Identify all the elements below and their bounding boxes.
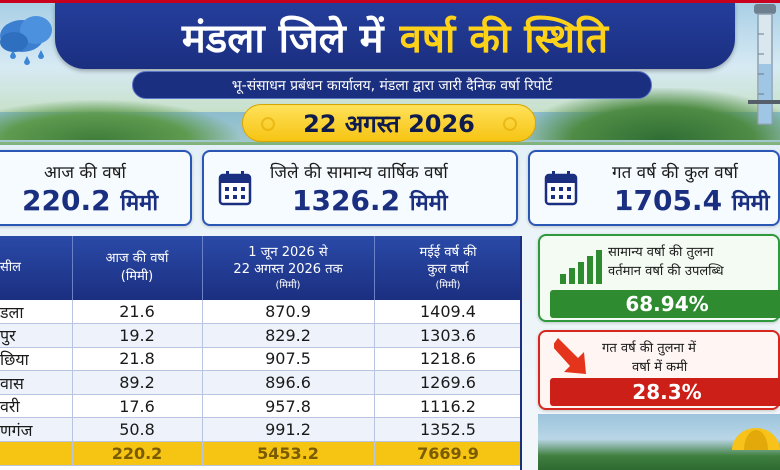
report-subtitle: भू-संसाधन प्रबंधन कार्यालय, मंडला द्वारा… [132, 71, 652, 99]
since-june-rain: 896.6 [202, 370, 375, 395]
total-today: 220.2 [72, 441, 203, 466]
title-main: मंडला जिले में [181, 15, 384, 62]
tehsil-name: पुर [0, 323, 73, 348]
tehsil-name: वास [0, 370, 73, 395]
last-year-comparison-text: गत वर्ष की तुलना में वर्षा में कमी [602, 341, 696, 375]
umbrella-icon [732, 428, 780, 450]
rainfall-table: सील आज की वर्षा (मिमी) 1 जून 2026 से 22 … [0, 236, 522, 470]
rain-cloud-icon [0, 16, 52, 65]
stat-card-last-year: गत वर्ष की कुल वर्षा 1705.4 मिमी [528, 150, 780, 226]
since-june-rain: 991.2 [202, 417, 375, 443]
date-text: 22 अगस्त 2026 [303, 109, 475, 138]
rain-gauge-icon [748, 4, 780, 125]
tehsil-name: वरी [0, 394, 73, 419]
stat-value: 220.2 मिमी [22, 184, 159, 217]
stat-card-today: आज की वर्षा 220.2 मिमी [0, 150, 192, 226]
today-rain: 21.8 [72, 347, 203, 372]
last-year-rain: 1303.6 [374, 323, 520, 348]
tehsil-name: णगंज [0, 417, 73, 443]
table-row: छिया 21.8 907.5 1218.6 [0, 347, 520, 372]
today-rain: 21.6 [72, 300, 203, 325]
calendar-icon [218, 171, 252, 206]
total-label [0, 441, 73, 466]
header-tehsil: सील [0, 236, 73, 300]
since-june-rain: 957.8 [202, 394, 375, 419]
hills-left [0, 100, 240, 140]
table-row: वास 89.2 896.6 1269.6 [0, 370, 520, 395]
last-year-rain: 1218.6 [374, 347, 520, 372]
header-today: आज की वर्षा (मिमी) [72, 236, 203, 300]
today-rain: 17.6 [72, 394, 203, 419]
table-header-row: सील आज की वर्षा (मिमी) 1 जून 2026 से 22 … [0, 236, 520, 300]
sun-decoration-icon [503, 117, 517, 131]
today-rain: 89.2 [72, 370, 203, 395]
down-arrow-icon [554, 338, 586, 374]
stat-label: जिले की सामान्य वार्षिक वर्षा [270, 163, 448, 183]
last-year-rain: 1409.4 [374, 300, 520, 325]
normal-comparison-card: सामान्य वर्षा की तुलना वर्तमान वर्षा की … [538, 234, 780, 322]
last-year-rain: 1352.5 [374, 417, 520, 443]
table-row: णगंज 50.8 991.2 1352.5 [0, 417, 520, 443]
since-june-rain: 907.5 [202, 347, 375, 372]
normal-comparison-value: 68.94% [550, 290, 780, 318]
report-date: 22 अगस्त 2026 [242, 104, 536, 142]
today-rain: 50.8 [72, 417, 203, 443]
rising-bars-icon [560, 250, 602, 284]
table-total-row: 220.2 5453.2 7669.9 [0, 441, 520, 466]
total-since-june: 5453.2 [202, 441, 375, 466]
header-last-year: मईई वर्ष की कुल वर्षा (मिमी) [374, 236, 520, 300]
stat-label: आज की वर्षा [44, 163, 126, 183]
sun-decoration-icon [261, 117, 275, 131]
normal-comparison-text: सामान्य वर्षा की तुलना वर्तमान वर्षा की … [608, 245, 724, 279]
header-since-june: 1 जून 2026 से 22 अगस्त 2026 तक (मिमी) [202, 236, 375, 300]
since-june-rain: 829.2 [202, 323, 375, 348]
last-year-comparison-value: 28.3% [550, 378, 780, 406]
total-last-year: 7669.9 [374, 441, 520, 466]
since-june-rain: 870.9 [202, 300, 375, 325]
tehsil-name: डला [0, 300, 73, 325]
stat-value: 1705.4 मिमी [614, 184, 770, 217]
stat-card-normal-annual: जिले की सामान्य वार्षिक वर्षा 1326.2 मिम… [202, 150, 518, 226]
stat-label: गत वर्ष की कुल वर्षा [612, 163, 738, 183]
today-rain: 19.2 [72, 323, 203, 348]
top-red-strip [0, 0, 780, 3]
table-row: डला 21.6 870.9 1409.4 [0, 300, 520, 325]
last-year-comparison-card: गत वर्ष की तुलना में वर्षा में कमी 28.3% [538, 330, 780, 410]
last-year-rain: 1269.6 [374, 370, 520, 395]
tehsil-name: छिया [0, 347, 73, 372]
title-highlight: वर्षा की स्थिति [399, 15, 609, 62]
stat-value: 1326.2 मिमी [292, 184, 448, 217]
table-row: पुर 19.2 829.2 1303.6 [0, 323, 520, 348]
calendar-icon [544, 171, 578, 206]
title-banner: मंडला जिले में वर्षा की स्थिति [55, 3, 735, 69]
table-row: वरी 17.6 957.8 1116.2 [0, 394, 520, 419]
last-year-rain: 1116.2 [374, 394, 520, 419]
